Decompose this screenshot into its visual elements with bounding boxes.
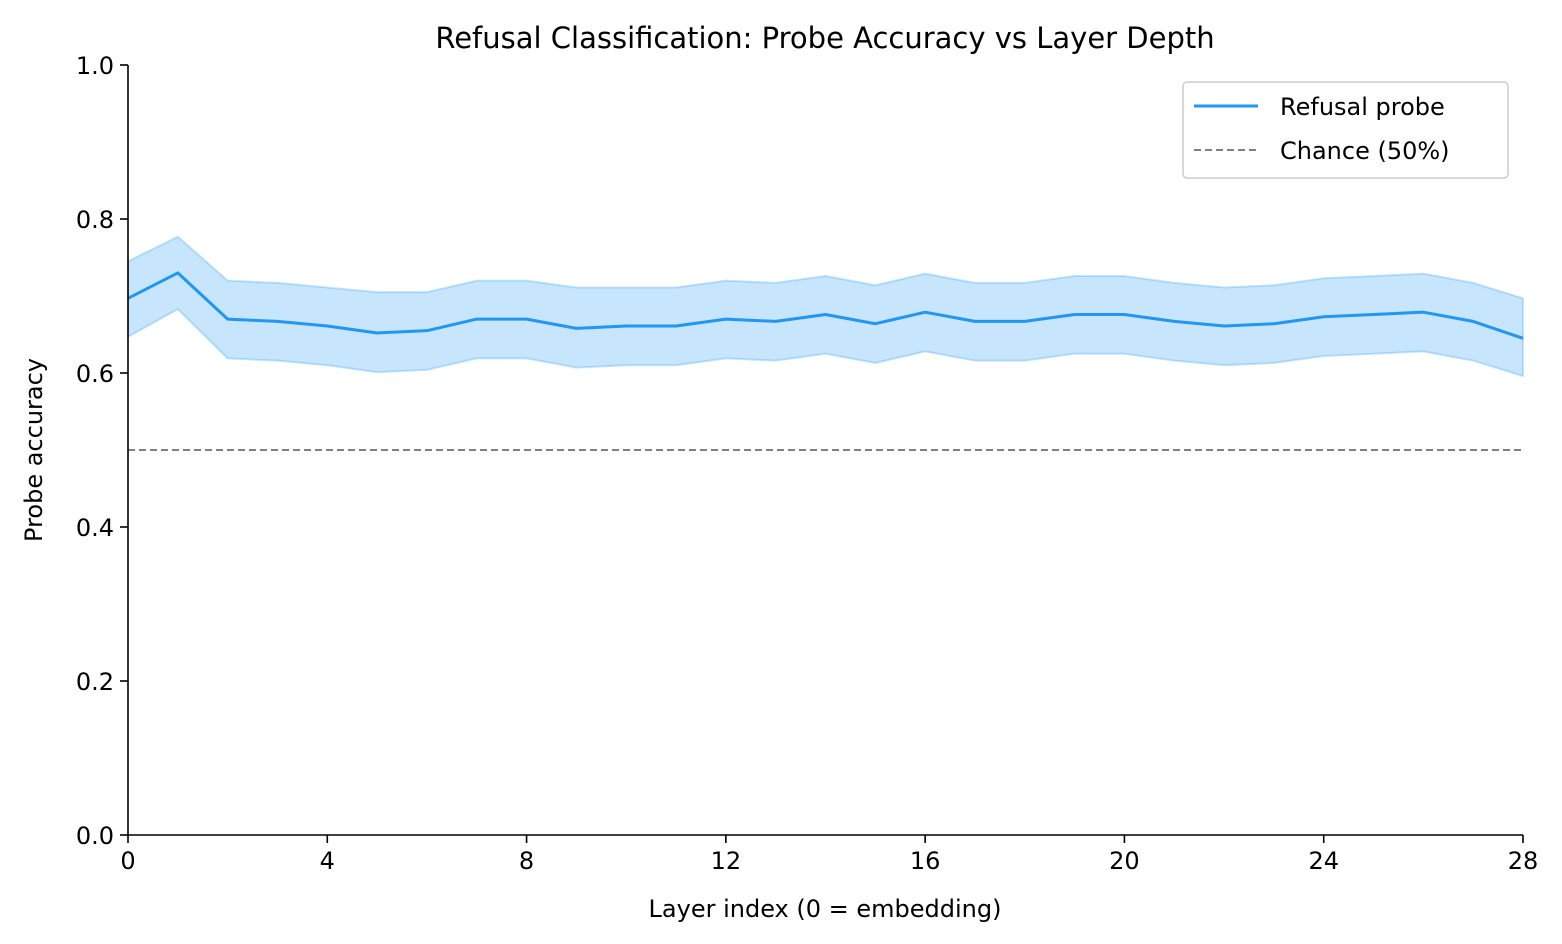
x-tick-label: 20 <box>1109 847 1140 875</box>
legend: Refusal probe Chance (50%) <box>1182 81 1509 179</box>
x-tick-label: 8 <box>519 847 534 875</box>
legend-box <box>1182 81 1509 179</box>
plot-area <box>127 235 1524 451</box>
x-axis-title: Layer index (0 = embedding) <box>649 895 1002 923</box>
y-tick-label: 0.4 <box>76 514 114 542</box>
legend-refusal-label: Refusal probe <box>1280 93 1445 121</box>
y-axis-title: Probe accuracy <box>20 358 48 542</box>
y-ticks: 0.0 0.2 0.4 0.6 0.8 1.0 <box>76 52 128 850</box>
chart-title: Refusal Classification: Probe Accuracy v… <box>435 21 1214 55</box>
x-tick-label: 28 <box>1508 847 1539 875</box>
y-tick-label: 1.0 <box>76 52 114 80</box>
legend-chance-label: Chance (50%) <box>1280 137 1450 165</box>
refusal-probe-line <box>127 271 1524 340</box>
y-tick-label: 0.8 <box>76 206 114 234</box>
x-tick-label: 4 <box>320 847 335 875</box>
refusal-probe-band <box>127 235 1524 378</box>
x-tick-label: 24 <box>1308 847 1339 875</box>
y-tick-label: 0.6 <box>76 360 114 388</box>
y-tick-label: 0.2 <box>76 668 114 696</box>
x-tick-label: 0 <box>120 847 135 875</box>
x-tick-label: 16 <box>910 847 941 875</box>
y-tick-label: 0.0 <box>76 822 114 850</box>
x-tick-label: 12 <box>711 847 742 875</box>
x-ticks: 0 4 8 12 16 20 24 28 <box>120 835 1538 875</box>
